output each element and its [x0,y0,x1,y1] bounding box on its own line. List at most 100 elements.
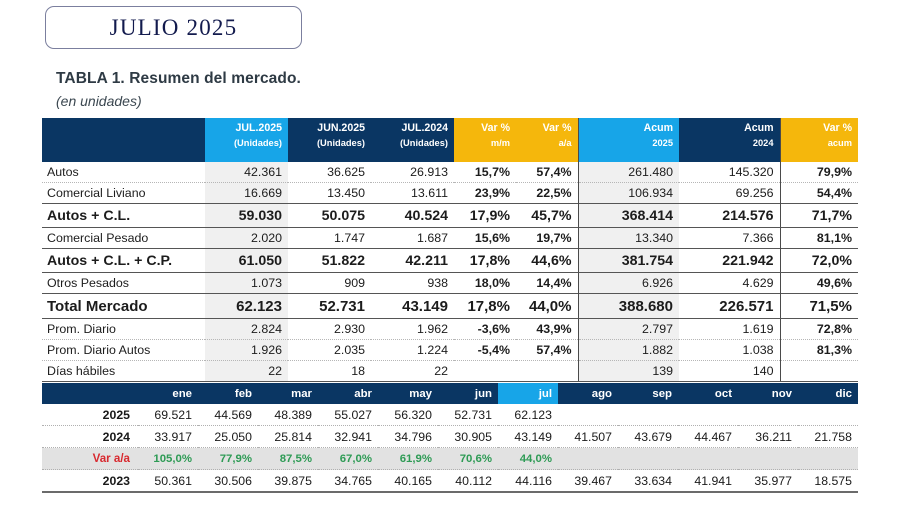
table-cell: 1.687 [371,227,454,249]
table-cell: 34.765 [318,469,378,493]
table-cell: 71,7% [780,203,858,228]
table-cell: 61,9% [378,447,438,470]
table-cell: 261.480 [577,162,679,183]
row-label: 2024 [42,425,138,448]
table-cell: 69.256 [679,182,781,204]
table-cell [738,447,798,470]
table-cell: 18.575 [798,469,858,493]
table-cell: 48.389 [258,404,318,426]
market-col-header-label [42,118,205,162]
table-cell: 2.930 [288,318,371,340]
col-header-line2: (Unidades) [399,137,448,148]
table-cell: 1.962 [371,318,454,340]
market-col-header-jul-2024-unidades: JUL.2024 (Unidades) [371,118,454,162]
col-header-line1: Var % [823,122,852,134]
table-cell: 43,9% [516,318,578,340]
table-cell: 43.149 [371,293,454,319]
table-cell [558,404,618,426]
col-header-line1: JUL.2025 [235,122,282,134]
table-cell: 81,1% [780,227,858,249]
col-header-line1: Acum [643,122,673,134]
table-row: Otros Pesados 1.073 909 938 18,0% 14,4% 6.926 4… [42,272,858,294]
table-cell: 40.165 [378,469,438,493]
table-cell [798,447,858,470]
market-table-header: JUL.2025 (Unidades) JUN.2025 (Unidades) JUL.… [42,118,858,162]
table-cell: 145.320 [679,162,781,183]
market-table-body: Autos 42.361 36.625 26.913 15,7% 57,4% 261.480… [42,162,858,382]
period-badge: JULIO 2025 [45,6,302,49]
table-cell: 22 [205,360,288,382]
table-cell: 388.680 [577,293,679,319]
table-cell: -3,6% [454,318,516,340]
table-cell: 30.905 [438,425,498,448]
market-col-header-var-m-m: Var % m/m [454,118,516,162]
table-row: Comercial Pesado 2.020 1.747 1.687 15,6% 19,7… [42,227,858,249]
table-cell: 1.038 [679,339,781,361]
table-cell: 35.977 [738,469,798,493]
table-cell: 33.634 [618,469,678,493]
table-cell: 2.824 [205,318,288,340]
table-cell: 36.625 [288,162,371,183]
table-cell: 15,7% [454,162,516,183]
table-cell [454,360,516,382]
table-cell: 30.506 [198,469,258,493]
table-cell: 57,4% [516,339,578,361]
table-cell: 33.917 [138,425,198,448]
table-cell: 226.571 [679,293,781,319]
row-label: Autos [42,162,205,183]
col-header-line2: m/m [490,137,510,148]
table-cell: 368.414 [577,203,679,228]
table-cell: 140 [679,360,781,382]
market-col-header-jul-2025-unidades: JUL.2025 (Unidades) [205,118,288,162]
month-col-header-dic: dic [798,383,858,404]
table-row: Prom. Diario Autos 1.926 2.035 1.224 -5,4% 57… [42,339,858,361]
table-cell [780,360,858,382]
table-cell: 16.669 [205,182,288,204]
month-col-header-feb: feb [198,383,258,404]
period-badge-label: JULIO 2025 [109,14,238,40]
monthly-history-table: ene feb mar abr may jun jul ago sep oct nov dic 202… [42,383,858,493]
table-cell: 15,6% [454,227,516,249]
table-cell: 42.361 [205,162,288,183]
table-cell [678,447,738,470]
table-cell: 87,5% [258,447,318,470]
month-col-header-ene: ene [138,383,198,404]
table-cell: 1.747 [288,227,371,249]
row-label: Prom. Diario Autos [42,339,205,361]
table-cell: 69.521 [138,404,198,426]
table-cell: 18 [288,360,371,382]
table-cell: 1.926 [205,339,288,361]
table-cell: 54,4% [780,182,858,204]
month-col-header-may: may [378,383,438,404]
row-label: Comercial Liviano [42,182,205,204]
table-cell: 40.524 [371,203,454,228]
table-cell: 57,4% [516,162,578,183]
market-summary-table: JUL.2025 (Unidades) JUN.2025 (Unidades) JUL.… [42,118,858,382]
table-cell: 13.450 [288,182,371,204]
table-cell [678,404,738,426]
table-row: Var a/a 105,0% 77,9% 87,5% 67,0% 61,9% 70,6% 44… [42,447,858,470]
table-cell: 72,8% [780,318,858,340]
table-cell: 1.882 [577,339,679,361]
table-cell: 77,9% [198,447,258,470]
table-cell: 42.211 [371,248,454,273]
table-cell: 67,0% [318,447,378,470]
month-col-header-ago: ago [558,383,618,404]
table-cell: 25.050 [198,425,258,448]
table-row: Total Mercado 62.123 52.731 43.149 17,8% 44,0… [42,293,858,319]
row-label: Comercial Pesado [42,227,205,249]
table-cell: 13.611 [371,182,454,204]
table-cell: 2.797 [577,318,679,340]
monthly-table-header: ene feb mar abr may jun jul ago sep oct nov dic [42,383,858,404]
table-cell: 2.020 [205,227,288,249]
table-cell: 44.569 [198,404,258,426]
table-cell: 23,9% [454,182,516,204]
table-cell: 909 [288,272,371,294]
month-col-header-oct: oct [678,383,738,404]
month-col-header-label [42,383,138,404]
row-label: 2023 [42,469,138,493]
market-col-header-var-acum: Var % acum [780,118,858,162]
table-row: Autos + C.L. + C.P. 61.050 51.822 42.211 17,… [42,248,858,273]
table-cell: 39.875 [258,469,318,493]
